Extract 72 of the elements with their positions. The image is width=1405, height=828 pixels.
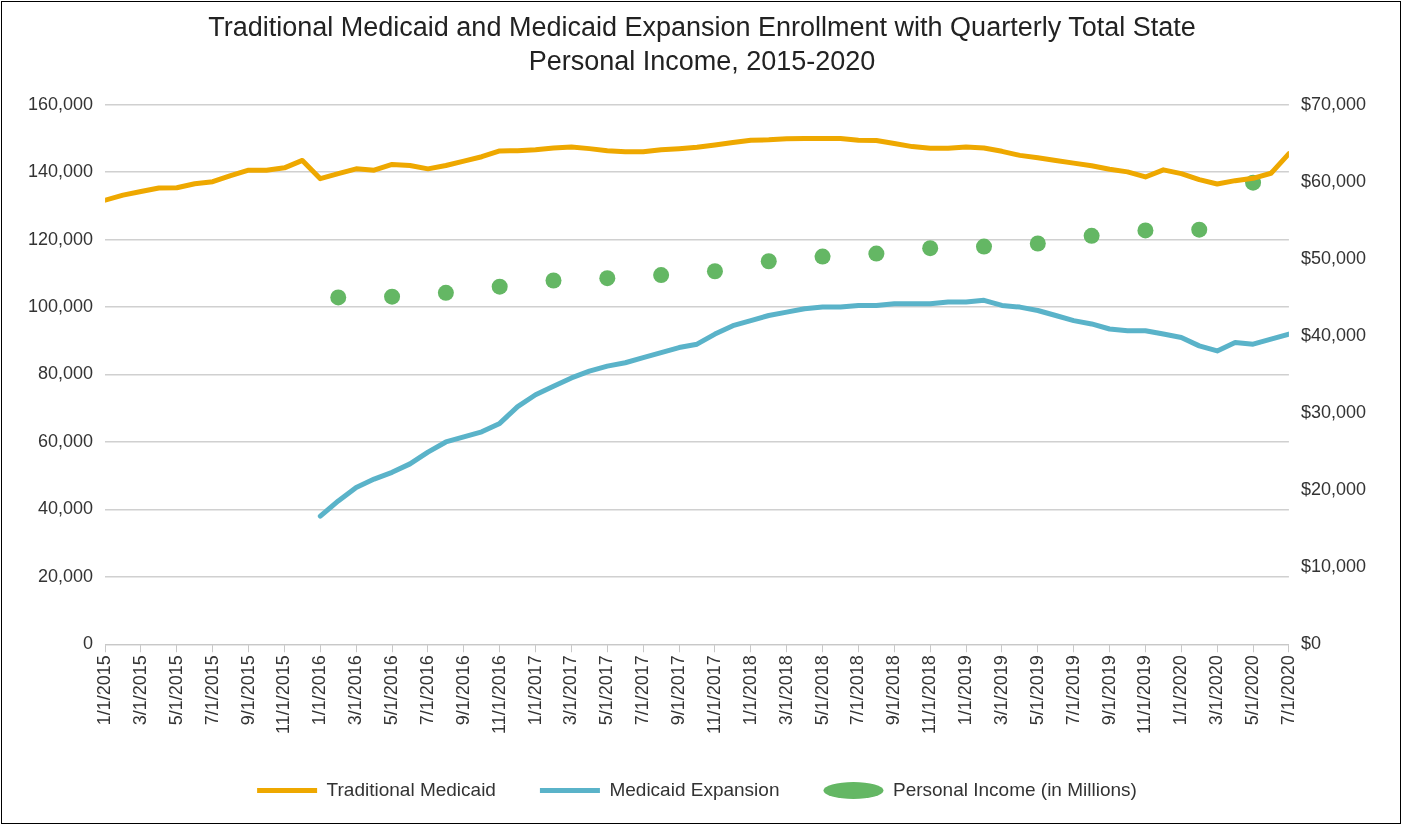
x-tick-label: 7/1/2018 bbox=[847, 655, 868, 726]
x-tick-label: 7/1/2016 bbox=[416, 655, 437, 726]
x-tick-label: 11/1/2017 bbox=[703, 655, 724, 735]
point bbox=[384, 288, 401, 305]
point bbox=[1137, 222, 1154, 239]
x-tick-label: 1/1/2015 bbox=[94, 655, 115, 726]
y-tick-label: 120,000 bbox=[27, 228, 94, 249]
x-tick-label: 9/1/2015 bbox=[237, 655, 258, 726]
point bbox=[653, 267, 670, 284]
point bbox=[922, 240, 939, 257]
x-tick-label: 9/1/2016 bbox=[452, 655, 473, 726]
point bbox=[1083, 227, 1100, 244]
point bbox=[706, 263, 723, 280]
x-tick-label: 7/1/2015 bbox=[201, 655, 222, 726]
y2-tick-label: $20,000 bbox=[1300, 479, 1367, 500]
x-tick-label: 7/1/2017 bbox=[632, 655, 653, 726]
y2-tick-label: $30,000 bbox=[1300, 402, 1367, 423]
point bbox=[976, 238, 992, 255]
point bbox=[599, 270, 616, 287]
x-tick-label: 5/1/2015 bbox=[165, 655, 186, 726]
y-tick-label: 80,000 bbox=[38, 363, 94, 384]
x-tick-label: 3/1/2018 bbox=[775, 655, 796, 726]
x-tick-label: 9/1/2017 bbox=[668, 655, 689, 726]
point bbox=[437, 284, 454, 301]
x-tick-label: 11/1/2015 bbox=[273, 655, 294, 735]
x-tick-label: 9/1/2018 bbox=[883, 655, 904, 726]
point bbox=[814, 248, 831, 265]
legend-label: Personal Income (in Millions) bbox=[892, 778, 1137, 800]
y2-tick-label: $50,000 bbox=[1300, 247, 1367, 268]
x-tick-label: 5/1/2019 bbox=[1026, 655, 1047, 726]
point bbox=[1191, 221, 1208, 238]
point bbox=[868, 245, 885, 262]
x-tick-label: 1/1/2018 bbox=[739, 655, 760, 726]
x-tick-label: 3/1/2020 bbox=[1206, 655, 1227, 726]
x-tick-label: 3/1/2017 bbox=[560, 655, 581, 726]
x-tick-label: 1/1/2016 bbox=[309, 655, 330, 726]
x-tick-label: 11/1/2019 bbox=[1134, 655, 1155, 735]
y2-tick-label: $70,000 bbox=[1300, 93, 1367, 114]
x-tick-label: 5/1/2017 bbox=[596, 655, 617, 726]
x-tick-label: 1/1/2019 bbox=[955, 655, 976, 726]
x-tick-label: 3/1/2016 bbox=[345, 655, 366, 726]
x-tick-label: 5/1/2020 bbox=[1242, 655, 1263, 726]
x-tick-label: 3/1/2015 bbox=[129, 655, 150, 726]
point bbox=[330, 289, 347, 306]
x-tick-label: 5/1/2016 bbox=[381, 655, 402, 726]
x-tick-label: 5/1/2018 bbox=[811, 655, 832, 726]
y-tick-label: 60,000 bbox=[38, 430, 94, 451]
point bbox=[760, 253, 777, 270]
x-tick-label: 7/1/2019 bbox=[1062, 655, 1083, 726]
point bbox=[545, 272, 562, 289]
y-tick-label: 20,000 bbox=[38, 565, 94, 586]
point bbox=[1029, 235, 1046, 252]
x-tick-label: 11/1/2018 bbox=[919, 655, 940, 735]
y2-tick-label: $0 bbox=[1300, 633, 1321, 654]
y-tick-label: 100,000 bbox=[27, 296, 94, 317]
y-tick-label: 140,000 bbox=[27, 161, 94, 182]
point bbox=[491, 278, 508, 295]
x-tick-label: 11/1/2016 bbox=[488, 655, 509, 735]
x-tick-label: 3/1/2019 bbox=[990, 655, 1011, 726]
x-tick-label: 7/1/2020 bbox=[1277, 655, 1298, 726]
y-tick-label: 0 bbox=[83, 633, 94, 654]
legend-label: Traditional Medicaid bbox=[326, 778, 496, 800]
x-tick-label: 1/1/2017 bbox=[524, 655, 545, 726]
y-tick-label: 160,000 bbox=[27, 93, 94, 114]
y2-tick-label: $40,000 bbox=[1300, 324, 1367, 345]
y2-tick-label: $10,000 bbox=[1300, 556, 1367, 577]
y-tick-label: 40,000 bbox=[38, 498, 94, 519]
legend-label: Medicaid Expansion bbox=[609, 778, 780, 800]
x-tick-label: 1/1/2020 bbox=[1170, 655, 1191, 726]
y2-tick-label: $60,000 bbox=[1300, 170, 1367, 191]
chart-title: Traditional Medicaid and Medicaid Expansion Enrollment with Quarterly Total State Personal Income, 2015-2020 bbox=[207, 11, 1197, 78]
x-tick-label: 9/1/2019 bbox=[1098, 655, 1119, 726]
